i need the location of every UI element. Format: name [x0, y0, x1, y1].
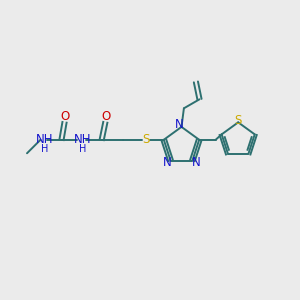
Text: NH: NH [36, 133, 53, 146]
Text: H: H [79, 144, 86, 154]
Text: S: S [235, 114, 242, 128]
Text: N: N [163, 155, 171, 169]
Text: NH: NH [74, 133, 91, 146]
Text: O: O [101, 110, 110, 124]
Text: N: N [192, 155, 200, 169]
Text: O: O [60, 110, 69, 124]
Text: S: S [142, 133, 149, 146]
Text: H: H [41, 144, 48, 154]
Text: N: N [175, 118, 184, 131]
